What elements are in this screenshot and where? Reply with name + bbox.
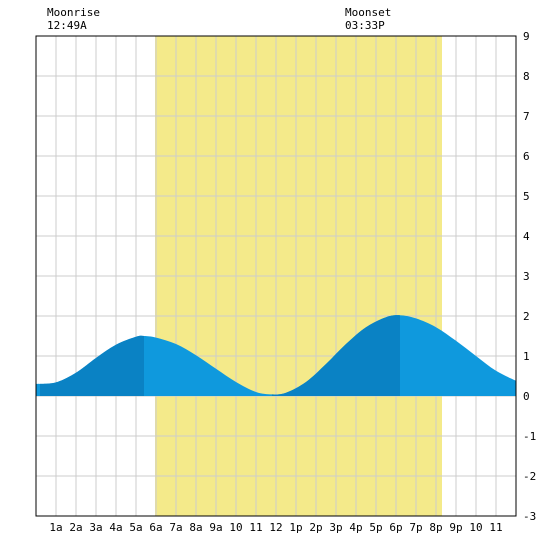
x-tick-label: 8p: [429, 521, 442, 534]
y-tick-label: 5: [523, 190, 530, 203]
x-tick-label: 3a: [89, 521, 102, 534]
plot-border: [35, 35, 517, 517]
y-tick-labels: -3 -2 -1 0 1 2 3 4 5 6 7 8 9: [523, 30, 536, 523]
y-tick-label: 4: [523, 230, 530, 243]
x-tick-label: 5p: [369, 521, 382, 534]
x-tick-label: 4a: [109, 521, 122, 534]
x-tick-label: 2p: [309, 521, 322, 534]
x-tick-label: 6a: [149, 521, 162, 534]
y-tick-label: 0: [523, 390, 530, 403]
y-tick-label: -3: [523, 510, 536, 523]
moon-labels: Moonrise 12:49A Moonset 03:33P: [47, 6, 391, 32]
y-tick-label: 3: [523, 270, 530, 283]
y-tick-label: 8: [523, 70, 530, 83]
moonset-time: 03:33P: [345, 19, 385, 32]
x-tick-label: 2a: [69, 521, 82, 534]
x-tick-label: 6p: [389, 521, 402, 534]
border-layer: [35, 35, 517, 517]
x-tick-label: 9a: [209, 521, 222, 534]
x-tick-label: 5a: [129, 521, 142, 534]
y-tick-label: -2: [523, 470, 536, 483]
x-tick-label: 1p: [289, 521, 302, 534]
y-tick-label: 9: [523, 30, 530, 43]
grid-layer: [36, 36, 516, 516]
x-tick-label: 7a: [169, 521, 182, 534]
y-tick-label: 6: [523, 150, 530, 163]
x-tick-label: 11: [489, 521, 502, 534]
moonrise-time: 12:49A: [47, 19, 87, 32]
y-tick-label: -1: [523, 430, 536, 443]
x-tick-label: 8a: [189, 521, 202, 534]
x-tick-label: 11: [249, 521, 262, 534]
x-tick-label: 9p: [449, 521, 462, 534]
x-tick-label: 10: [469, 521, 482, 534]
x-tick-label: 1a: [49, 521, 62, 534]
moonset-label: Moonset: [345, 6, 391, 19]
y-tick-label: 2: [523, 310, 530, 323]
x-tick-label: 7p: [409, 521, 422, 534]
x-tick-labels: 1a 2a 3a 4a 5a 6a 7a 8a 9a 10 11 12 1p 2p 3p 4p 5p 6p 7p 8p…: [49, 521, 502, 534]
x-tick-label: 10: [229, 521, 242, 534]
y-tick-label: 1: [523, 350, 530, 363]
x-tick-label: 4p: [349, 521, 362, 534]
y-tick-label: 7: [523, 110, 530, 123]
x-tick-label: 12: [269, 521, 282, 534]
moonrise-label: Moonrise: [47, 6, 100, 19]
x-tick-label: 3p: [329, 521, 342, 534]
